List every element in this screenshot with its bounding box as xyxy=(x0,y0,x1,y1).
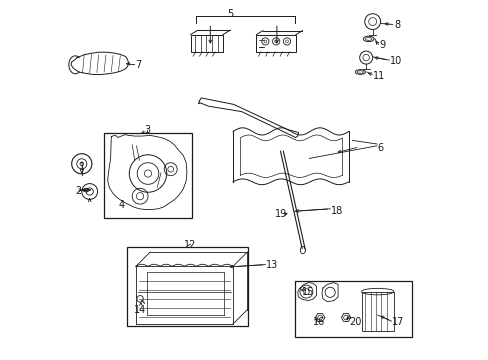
Text: 1: 1 xyxy=(79,162,85,172)
Text: 17: 17 xyxy=(391,317,404,327)
Bar xyxy=(361,292,393,331)
Bar xyxy=(104,133,192,218)
Text: 8: 8 xyxy=(393,20,399,30)
Text: 10: 10 xyxy=(389,56,402,66)
Text: 11: 11 xyxy=(373,71,385,81)
Bar xyxy=(127,247,247,326)
Text: 13: 13 xyxy=(265,260,278,270)
Text: 16: 16 xyxy=(312,317,325,327)
Text: 6: 6 xyxy=(377,143,383,153)
Text: 12: 12 xyxy=(184,240,196,250)
Text: 18: 18 xyxy=(330,206,343,216)
Text: 5: 5 xyxy=(226,9,233,19)
Bar xyxy=(294,281,411,337)
Text: 3: 3 xyxy=(144,125,150,135)
Text: 20: 20 xyxy=(348,317,361,327)
Bar xyxy=(190,35,223,52)
Text: 7: 7 xyxy=(134,60,141,70)
Bar xyxy=(256,35,295,52)
Text: 9: 9 xyxy=(379,40,385,50)
Text: 4: 4 xyxy=(119,200,125,210)
Text: 19: 19 xyxy=(275,209,287,219)
Text: 15: 15 xyxy=(302,287,314,297)
Text: 14: 14 xyxy=(134,305,146,315)
Text: 2: 2 xyxy=(75,186,81,196)
